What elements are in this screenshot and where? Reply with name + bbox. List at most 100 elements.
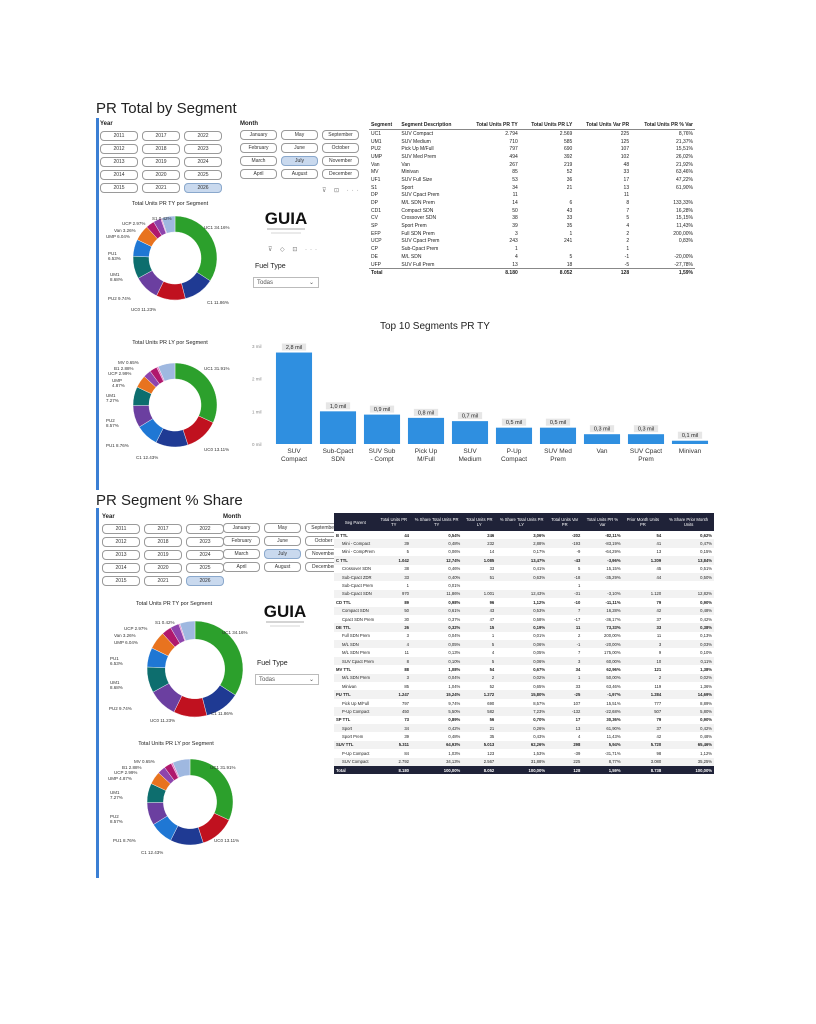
table-row[interactable]: Mini - CompPrem 5 0,06% 14 0,17% -9 -64,29% 13 0…	[334, 548, 714, 556]
bar[interactable]	[275, 352, 313, 444]
seg-table-header[interactable]: Segment Description	[399, 120, 465, 130]
table-row[interactable]: Pick Up M/Full 797 9,74% 690 8,57% 107 15,51% 7…	[334, 699, 714, 707]
share-table-header[interactable]: Total Units PR LY	[462, 513, 497, 531]
share-table-header[interactable]: % Share Total Units PR TY	[411, 513, 463, 531]
visual-header-icons[interactable]: ⊽ ◇ ⊡ ···	[268, 247, 321, 253]
share-table-header[interactable]: % Share Total Units PR LY	[496, 513, 548, 531]
table-row[interactable]: M/L SDN Prem 3 0,04% 2 0,02% 1 50,00% 2 0,02%	[334, 673, 714, 683]
table-row[interactable]: DP SUV Cpact Prem 11 11	[369, 192, 695, 200]
table-row[interactable]: MV TTL 88 1,08% 54 0,67% 34 62,96% 121 1,38%	[334, 665, 714, 673]
month-option-june[interactable]: June	[281, 143, 318, 153]
year-option-2022[interactable]: 2022	[186, 524, 224, 534]
table-row[interactable]: P-Up Compact 84 1,03% 123 1,53% -39 -31,71% 98 1…	[334, 749, 714, 757]
seg-table-header[interactable]: Total Units PR TY	[464, 120, 520, 130]
year-option-2015[interactable]: 2015	[100, 183, 138, 193]
year-option-2014[interactable]: 2014	[102, 563, 140, 573]
year-option-2024[interactable]: 2024	[184, 157, 222, 167]
table-row[interactable]: UCP SUV Cpact Prem 243 241 2 0,83%	[369, 238, 695, 246]
month-option-august[interactable]: August	[281, 169, 318, 179]
year-option-2012[interactable]: 2012	[102, 537, 140, 547]
bar[interactable]	[451, 421, 489, 444]
table-row[interactable]: C TTL 1.042 12,74% 1.085 13,47% -43 -3,96% 1.20…	[334, 556, 714, 565]
month-option-march[interactable]: March	[223, 549, 260, 559]
year-option-2025[interactable]: 2025	[184, 170, 222, 180]
month-option-january[interactable]: January	[223, 523, 260, 533]
bar[interactable]	[627, 434, 665, 444]
fuel-type-dropdown-2[interactable]: Todas ⌄	[255, 674, 319, 685]
year-option-2015[interactable]: 2015	[102, 576, 140, 586]
donut-slice-other[interactable]	[161, 215, 176, 234]
month-option-april[interactable]: April	[223, 562, 260, 572]
table-row[interactable]: PU TTL 1.247 15,24% 1.272 15,80% -25 -1,97% 1.2…	[334, 690, 714, 699]
bar[interactable]	[583, 434, 621, 444]
bar[interactable]	[363, 414, 401, 444]
month-option-april[interactable]: April	[240, 169, 277, 179]
year-option-2014[interactable]: 2014	[100, 170, 138, 180]
seg-table-header[interactable]: Total Units PR LY	[519, 120, 575, 130]
year-option-2020[interactable]: 2020	[142, 170, 180, 180]
donut-slice-other[interactable]	[172, 758, 191, 778]
table-row[interactable]: SP Sport Prem 39 35 4 11,43%	[369, 222, 695, 230]
table-row[interactable]: CD1 Compact SDN 50 43 7 16,28%	[369, 207, 695, 215]
table-row[interactable]: Sport Prem 39 0,48% 35 0,43% 4 11,43% 42 0,48%	[334, 732, 714, 740]
table-row[interactable]: CP Sub-Cpact Prem 1 1	[369, 245, 695, 253]
year-option-2013[interactable]: 2013	[102, 550, 140, 560]
year-option-2012[interactable]: 2012	[100, 144, 138, 154]
table-row[interactable]: M/L SDN Prem 11 0,13% 4 0,05% 7 175,00% 9 0,10%	[334, 648, 714, 656]
month-option-march[interactable]: March	[240, 156, 277, 166]
table-row[interactable]: Sub-Cpact Prem 1 0,01% 1	[334, 581, 714, 589]
year-option-2011[interactable]: 2011	[100, 131, 138, 141]
seg-table-header[interactable]: Total Units PR % Var	[631, 120, 695, 130]
year-option-2022[interactable]: 2022	[184, 131, 222, 141]
fuel-type-dropdown[interactable]: Todas ⌄	[253, 277, 319, 288]
table-row[interactable]: Minivan 85 1,04% 52 0,65% 33 63,46% 119 1,36%	[334, 682, 714, 690]
share-table-header[interactable]: Total Units PR TY	[376, 513, 411, 531]
share-table-header[interactable]: Prior Month Units PR	[622, 513, 664, 531]
month-option-january[interactable]: January	[240, 130, 277, 140]
table-row[interactable]: Sport 34 0,42% 21 0,26% 13 61,90% 37 0,42%	[334, 723, 714, 733]
table-row[interactable]: Mini - Compact 39 0,48% 232 2,88% -193 -83,19%…	[334, 539, 714, 548]
year-option-2013[interactable]: 2013	[100, 157, 138, 167]
share-table-header[interactable]: Total Units Var PR	[547, 513, 583, 531]
year-option-2026[interactable]: 2026	[186, 576, 224, 586]
table-row[interactable]: Van Van 267 219 48 21,92%	[369, 161, 695, 169]
year-option-2017[interactable]: 2017	[144, 524, 182, 534]
month-option-august[interactable]: August	[264, 562, 301, 572]
table-row[interactable]: DE TTL 26 0,32% 15 0,19% 11 73,33% 33 0,38%	[334, 623, 714, 632]
bar[interactable]	[407, 417, 445, 444]
bar[interactable]	[319, 411, 357, 444]
donut-slice-other[interactable]	[157, 362, 176, 382]
month-option-may[interactable]: May	[264, 523, 301, 533]
share-table-header[interactable]: Seg Parent	[334, 513, 377, 531]
table-row[interactable]: P-Up Compact 450 5,50% 582 7,23% -132 -22,68% 5…	[334, 707, 714, 716]
year-option-2026[interactable]: 2026	[184, 183, 222, 193]
month-option-february[interactable]: February	[223, 536, 260, 546]
bar[interactable]	[671, 440, 709, 444]
table-row[interactable]: UMP SUV Med Prem 494 392 102 26,02%	[369, 153, 695, 161]
year-option-2017[interactable]: 2017	[142, 131, 180, 141]
table-row[interactable]: DP M/L SDN Prem 14 6 8 133,33%	[369, 199, 695, 207]
table-row[interactable]: UM1 SUV Medium 710 585 125 21,37%	[369, 138, 695, 146]
table-row[interactable]: Compact SDN 50 0,61% 43 0,53% 7 16,28% 42 0,48%	[334, 606, 714, 615]
table-row[interactable]: PU2 Pick Up M/Full 797 690 107 15,51%	[369, 145, 695, 153]
donut-slice-other[interactable]	[179, 620, 196, 642]
visual-header-icons-2[interactable]: ⊽ ⊡ ···	[322, 188, 362, 194]
table-row[interactable]: SUV TTL 5.311 64,93% 5.013 62,26% 298 5,94% 5.7…	[334, 740, 714, 750]
seg-table-header[interactable]: Segment	[369, 120, 400, 130]
table-row[interactable]: EFP Full SDN Prem 3 1 2 200,00%	[369, 230, 695, 238]
year-option-2018[interactable]: 2018	[142, 144, 180, 154]
month-option-june[interactable]: June	[264, 536, 301, 546]
table-row[interactable]: Sub-Cpact SDN 970 11,86% 1.001 12,43% -31 -3,1…	[334, 589, 714, 599]
year-option-2011[interactable]: 2011	[102, 524, 140, 534]
year-option-2020[interactable]: 2020	[144, 563, 182, 573]
table-row[interactable]: Cpact SDN Prem 30 0,37% 47 0,58% -17 -36,17% 37…	[334, 615, 714, 623]
month-option-september[interactable]: September	[322, 130, 359, 140]
bar[interactable]	[539, 427, 577, 444]
table-row[interactable]: UFP SUV Full Prem 13 18 -5 -27,78%	[369, 261, 695, 269]
table-row[interactable]: Crossover SDN 38 0,46% 33 0,41% 5 15,15% 45 0,51…	[334, 565, 714, 573]
table-row[interactable]: B TTL 44 0,54% 246 3,06% -202 -82,11% 54 0,62%	[334, 531, 714, 539]
month-option-december[interactable]: December	[322, 169, 359, 179]
year-option-2023[interactable]: 2023	[184, 144, 222, 154]
table-row[interactable]: SUV Cpact Prem 8 0,10% 5 0,06% 3 60,00% 10 0,11%	[334, 656, 714, 666]
table-row[interactable]: CV Crossover SDN 38 33 5 15,15%	[369, 215, 695, 223]
